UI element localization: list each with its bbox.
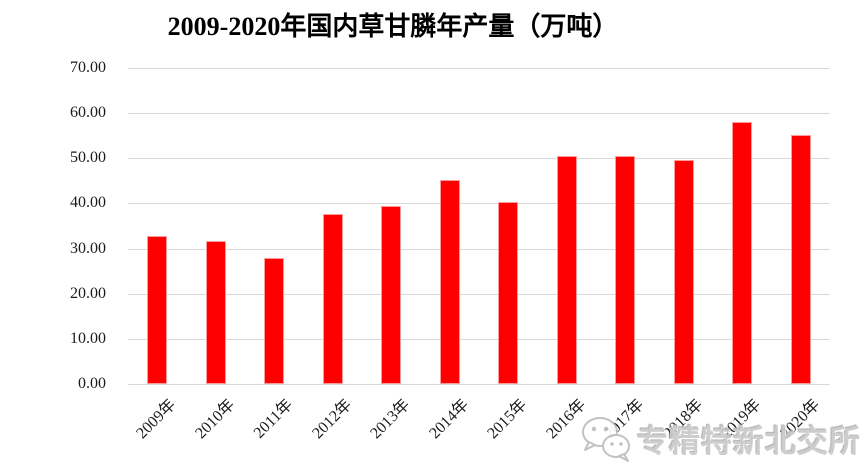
x-tick-label: 2015年 xyxy=(484,396,531,443)
bar xyxy=(732,121,753,384)
bar xyxy=(498,202,519,384)
bar xyxy=(556,156,577,384)
chart-title: 2009-2020年国内草甘膦年产量（万吨） xyxy=(167,12,619,41)
watermark-text: 专精特新北交所 xyxy=(637,423,861,459)
x-tick-label: 2014年 xyxy=(426,396,473,443)
x-tick-label: 2012年 xyxy=(309,396,356,443)
gridline xyxy=(128,248,830,250)
y-tick-label: 50.00 xyxy=(70,149,106,167)
watermark: 专精特新北交所 xyxy=(579,413,861,463)
y-tick-label: 10.00 xyxy=(70,329,106,347)
y-tick-label: 30.00 xyxy=(70,239,106,257)
gridline xyxy=(128,68,830,69)
gridline xyxy=(128,113,830,115)
bar xyxy=(790,134,811,384)
bar xyxy=(673,160,694,384)
gridline xyxy=(128,203,830,205)
bar xyxy=(205,240,226,384)
gridline xyxy=(128,293,830,295)
gridline xyxy=(128,158,830,160)
bar xyxy=(147,235,168,384)
bar xyxy=(264,257,285,384)
x-tick-label: 2009年 xyxy=(133,396,180,443)
gridline xyxy=(128,384,830,385)
bar xyxy=(322,214,343,384)
y-tick-label: 20.00 xyxy=(70,284,106,302)
bar xyxy=(615,156,636,384)
x-tick-label: 2013年 xyxy=(367,396,414,443)
bar xyxy=(439,180,460,384)
bar xyxy=(381,206,402,384)
y-tick-label: 40.00 xyxy=(70,194,106,212)
gridline xyxy=(128,338,830,340)
y-tick-label: 70.00 xyxy=(70,59,106,76)
x-tick-label: 2010年 xyxy=(192,396,239,443)
y-tick-label: 0.00 xyxy=(78,375,106,392)
plot-area xyxy=(128,68,830,385)
x-tick-label: 2011年 xyxy=(250,396,297,442)
wechat-icon xyxy=(582,417,630,462)
y-tick-label: 60.00 xyxy=(70,104,106,122)
